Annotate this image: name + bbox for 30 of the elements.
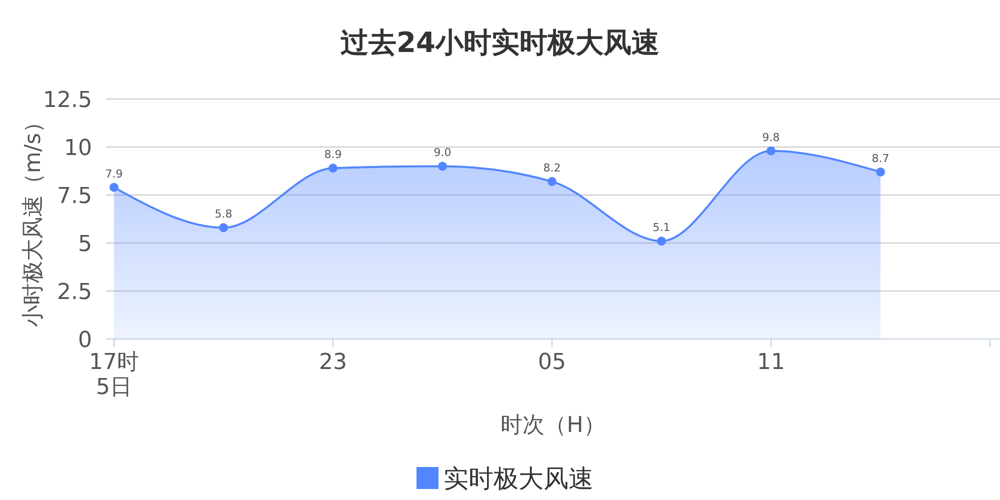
data-label: 5.8 xyxy=(214,208,232,221)
point xyxy=(876,167,885,176)
data-label: 9.0 xyxy=(434,146,452,160)
point xyxy=(548,177,556,186)
point xyxy=(110,182,118,192)
data-label: 9.8 xyxy=(762,130,780,144)
x-tick-label: 17时 5日 xyxy=(89,350,139,400)
x-axis-title: 时次（H） xyxy=(500,413,606,438)
point xyxy=(328,164,338,173)
data-label: 7.9 xyxy=(105,167,123,180)
y-tick-label: 2.5 xyxy=(57,280,92,305)
point xyxy=(766,146,776,156)
x-tick-label: 05 xyxy=(538,350,566,375)
data-label: 5.1 xyxy=(652,221,670,234)
data-label: 8.2 xyxy=(543,162,561,175)
point xyxy=(219,223,228,232)
y-tick-label: 12.5 xyxy=(43,88,92,113)
data-label: 8.7 xyxy=(872,152,890,165)
y-axis-title: 小时极大风速（m/s） xyxy=(21,110,46,328)
y-tick-label: 5 xyxy=(78,232,92,257)
chart-title: 过去24小时实时极大风速 xyxy=(340,26,660,59)
legend-label: 实时极大风速 xyxy=(444,464,594,493)
y-tick-label: 7.5 xyxy=(57,184,92,209)
y-tick-label: 0 xyxy=(78,328,92,353)
point xyxy=(438,162,447,171)
data-label: 8.9 xyxy=(324,148,342,162)
point xyxy=(657,236,666,246)
x-tick-label: 23 xyxy=(319,350,347,375)
y-tick-label: 10 xyxy=(64,136,92,161)
x-tick-label: 11 xyxy=(757,350,785,375)
